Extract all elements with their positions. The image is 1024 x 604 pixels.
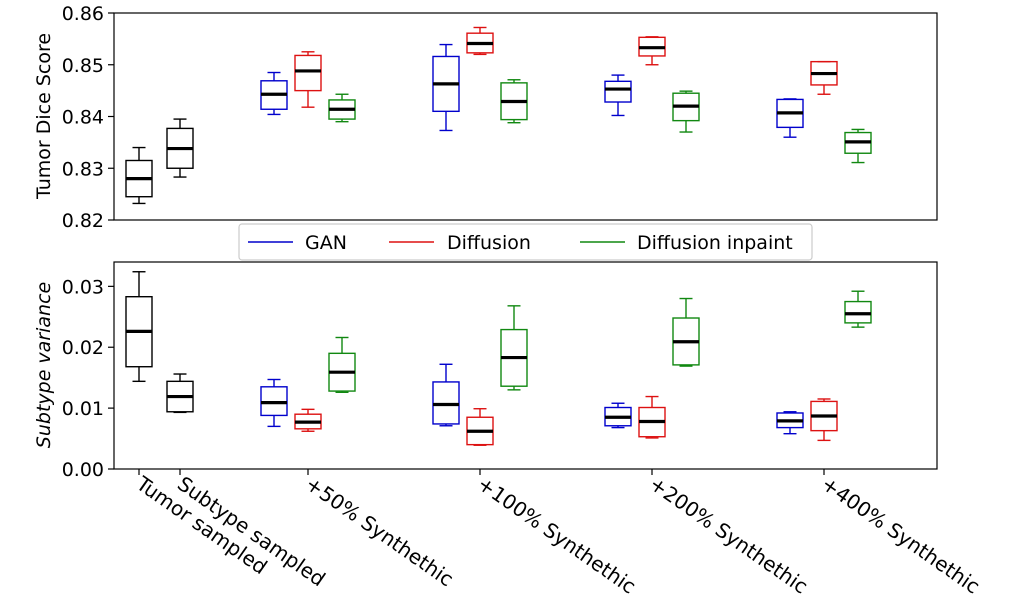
legend: GAN Diffusion Diffusion inpaint [238,223,813,261]
bottom-box-diffusion [294,408,322,432]
top-box-gan [776,98,804,138]
bottom-y-tick-label: 0.00 [62,459,104,481]
bottom-plot-frame [113,261,938,470]
top-box-diffusion-inpaint [500,79,528,124]
top-box-diffusion [638,36,666,66]
legend-label-diffusion: Diffusion [447,232,531,254]
top-box-tumor-sampled [125,146,153,205]
top-box-gan [260,71,288,116]
bottom-y-axis: 0.00 0.01 0.02 0.03 [62,276,114,481]
top-box-diffusion [294,51,322,108]
bottom-box-diffusion-inpaint [672,297,700,367]
iqr-box [604,80,632,103]
x-tick-label: +100% Synthethic [473,471,640,598]
bottom-box-diffusion [810,398,838,442]
bottom-box-diffusion [638,395,666,439]
bottom-box-diffusion-inpaint [844,290,872,328]
legend-label-gan: GAN [305,232,347,254]
x-tick-label: +400% Synthethic [817,471,984,598]
bottom-box-diffusion-inpaint [500,305,528,391]
top-plot-frame [113,12,938,221]
top-box-diffusion-inpaint [672,90,700,133]
bottom-boxes [125,271,872,446]
top-boxes [125,26,872,205]
top-y-tick-label: 0.86 [62,3,104,25]
bottom-box-gan [604,402,632,429]
bottom-box-tumor-sampled [125,271,153,383]
top-box-diffusion-inpaint [844,128,872,164]
legend-label-diffusion-inpaint: Diffusion inpaint [637,232,793,254]
top-box-subtype-sampled [166,118,194,178]
iqr-box [294,54,322,92]
x-tick-label: +200% Synthethic [645,471,812,598]
bottom-box-diffusion-inpaint [328,336,356,393]
top-box-diffusion [466,26,494,56]
top-y-tick-label: 0.84 [62,107,104,129]
bottom-box-gan [432,363,460,427]
top-box-diffusion-inpaint [328,93,356,123]
top-y-axis-label: Tumor Dice Score [33,33,55,200]
legend-frame [238,223,813,261]
bottom-y-axis-label: Subtype variance [33,282,55,448]
bottom-y-tick-label: 0.03 [62,276,104,298]
bottom-y-tick-label: 0.02 [62,337,104,359]
top-y-tick-label: 0.83 [62,158,104,180]
top-panel-tumor-dice: 0.82 0.83 0.84 0.85 0.86 Tumor Dice Score [33,3,938,232]
bottom-panel-subtype-variance: 0.00 0.01 0.02 0.03 Subtype variance Tumor … [33,261,984,599]
bottom-y-tick-label: 0.01 [62,398,104,420]
top-box-diffusion [810,60,838,95]
bottom-box-gan [776,411,804,435]
top-y-tick-label: 0.82 [62,210,104,232]
bottom-box-gan [260,378,288,428]
top-box-gan [604,74,632,117]
top-y-axis: 0.82 0.83 0.84 0.85 0.86 [62,3,114,232]
bottom-box-diffusion [466,408,494,446]
bottom-box-subtype-sampled [166,373,194,414]
top-y-tick-label: 0.85 [62,55,104,77]
top-box-gan [432,43,460,132]
